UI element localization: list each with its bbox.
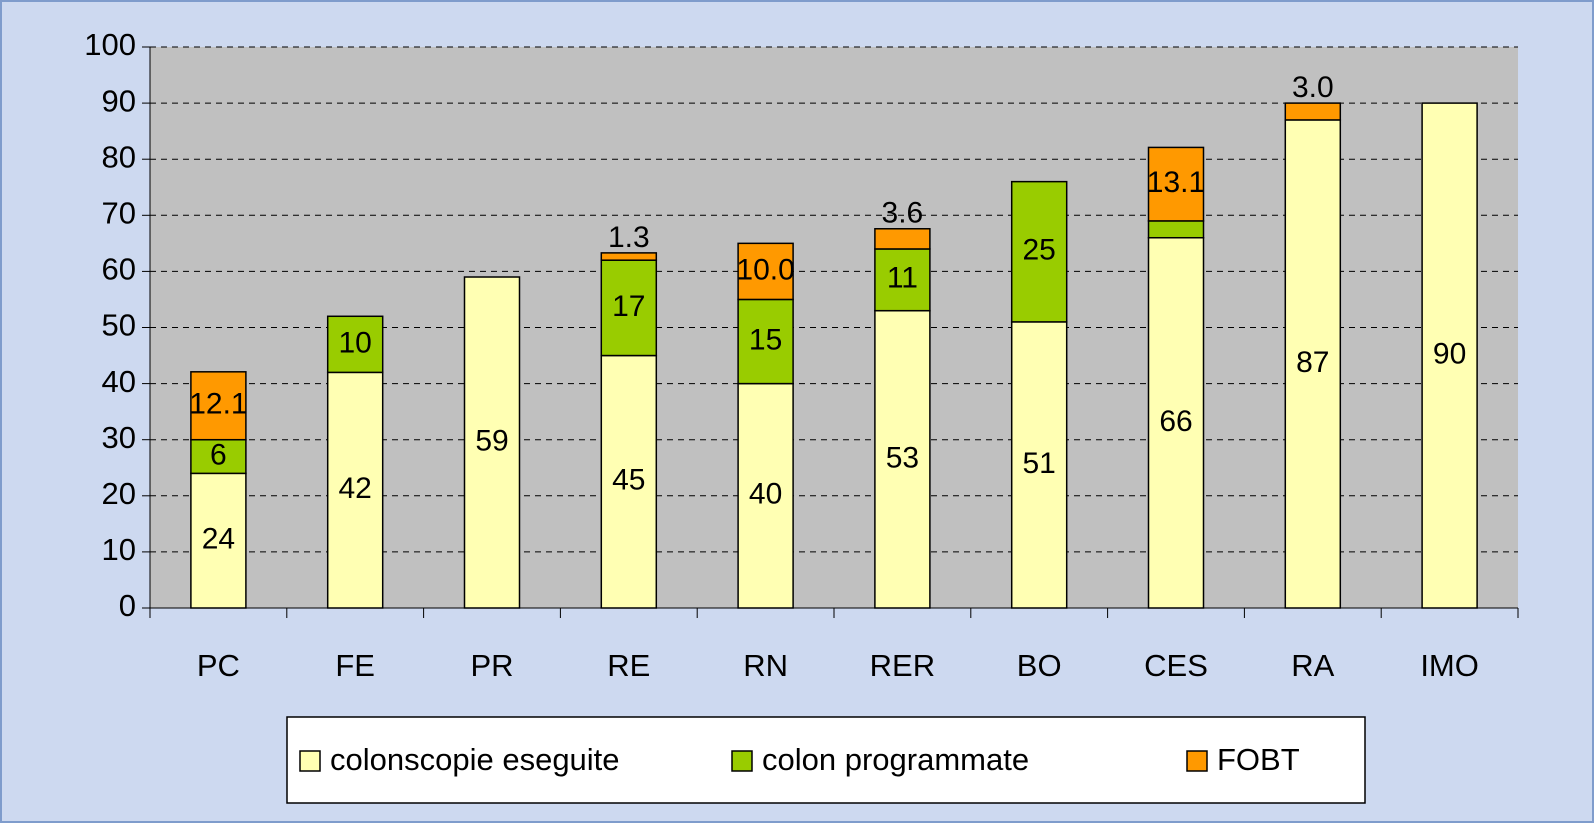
- y-tick-label: 80: [102, 139, 136, 174]
- bar-segment: [1284, 102, 1342, 121]
- data-label: 25: [1023, 234, 1056, 267]
- y-tick-label: 0: [119, 588, 136, 623]
- bar-segment: [874, 228, 931, 250]
- data-label: 11: [887, 262, 918, 295]
- data-label: 17: [612, 290, 645, 323]
- bar-segment: [1147, 220, 1205, 239]
- bar-segment: [737, 298, 794, 385]
- x-tick-label: PR: [470, 648, 513, 683]
- data-label: 12.1: [189, 388, 247, 421]
- y-tick-label: 60: [102, 252, 136, 287]
- x-tick-label: CES: [1144, 648, 1208, 683]
- bar-segment: [190, 472, 247, 609]
- legend-swatch: [299, 750, 321, 772]
- data-label: 24: [202, 523, 235, 556]
- bar-segment: [190, 438, 247, 475]
- bar-segment: [190, 371, 247, 441]
- x-tick-label: RN: [743, 648, 788, 683]
- data-label: 1.3: [608, 221, 650, 254]
- bar-segment: [326, 315, 384, 374]
- legend-label: FOBT: [1217, 742, 1300, 777]
- x-tick-label: IMO: [1420, 648, 1479, 683]
- legend-label: colon programmate: [762, 742, 1029, 777]
- x-tick-label: RA: [1291, 648, 1334, 683]
- legend-swatch: [731, 750, 753, 772]
- x-tick-label: RER: [870, 648, 935, 683]
- x-tick-label: FE: [335, 648, 375, 683]
- y-tick-label: 20: [102, 476, 136, 511]
- x-tick-label: PC: [197, 648, 240, 683]
- legend-swatch: [1186, 750, 1208, 772]
- data-label: 90: [1433, 337, 1466, 370]
- bar-segment: [737, 242, 794, 301]
- bar-segment: [1421, 102, 1478, 609]
- data-label: 3.0: [1292, 71, 1334, 104]
- legend-label: colonscopie eseguite: [330, 742, 620, 777]
- bar-segment: [737, 382, 794, 609]
- y-tick-label: 100: [84, 27, 136, 62]
- data-label: 40: [749, 478, 782, 511]
- x-tick-label: RE: [607, 648, 650, 683]
- data-label: 59: [475, 424, 508, 457]
- bar-segment: [1010, 180, 1068, 323]
- y-tick-label: 40: [102, 364, 136, 399]
- data-label: 3.6: [882, 197, 924, 230]
- data-label: 10.0: [736, 253, 794, 286]
- y-tick-label: 70: [102, 195, 136, 230]
- data-label: 66: [1159, 405, 1192, 438]
- data-label: 13.1: [1147, 166, 1205, 199]
- data-label: 53: [886, 441, 919, 474]
- data-label: 15: [749, 323, 782, 356]
- bar-segment: [600, 252, 658, 261]
- bar-segment: [874, 248, 931, 312]
- bar-segment: [874, 309, 931, 609]
- bar-segment: [1010, 321, 1068, 609]
- bar-segment: [1147, 236, 1205, 609]
- bar-segment: [1147, 146, 1205, 222]
- y-tick-label: 10: [102, 532, 136, 567]
- data-label: 45: [612, 464, 645, 497]
- bar-segment: [326, 371, 384, 609]
- data-label: 42: [339, 472, 372, 505]
- data-label: 6: [210, 438, 227, 471]
- y-tick-label: 90: [102, 83, 136, 118]
- legend: [286, 716, 1366, 804]
- y-tick-label: 30: [102, 420, 136, 455]
- data-label: 51: [1023, 447, 1056, 480]
- data-label: 87: [1296, 346, 1329, 379]
- data-label: 10: [339, 326, 372, 359]
- y-tick-label: 50: [102, 308, 136, 343]
- bar-segment: [1284, 119, 1342, 609]
- x-tick-label: BO: [1017, 648, 1062, 683]
